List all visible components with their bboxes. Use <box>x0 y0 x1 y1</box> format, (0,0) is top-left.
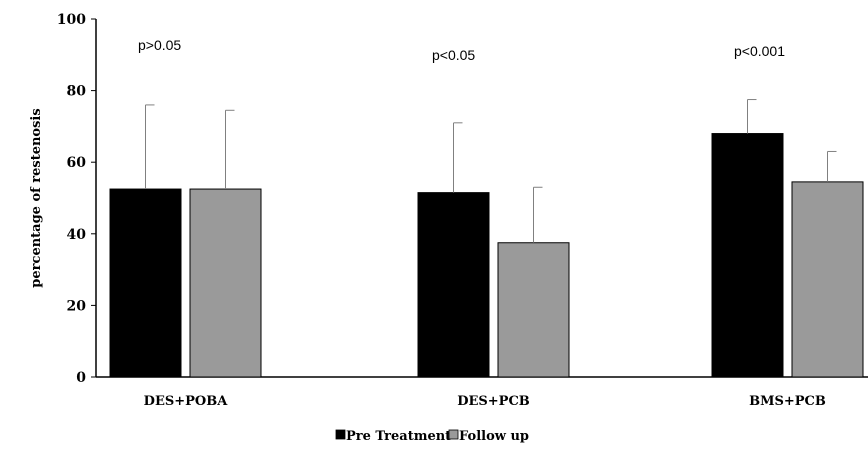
legend-swatch <box>335 429 346 440</box>
x-tick-label: DES+POBA <box>144 394 229 409</box>
legend: Pre Treatment Follow up <box>335 429 529 444</box>
legend-swatch <box>448 429 459 440</box>
y-axis-label: percentage of restenosis <box>29 108 44 287</box>
x-tick-label: BMS+PCB <box>749 394 826 409</box>
bar-pre-treatment <box>711 133 784 378</box>
y-tick-label: 0 <box>76 370 86 386</box>
p-value-annotations: p>0.05 p<0.05 p<0.001 <box>138 37 785 63</box>
y-tick-label: 60 <box>67 155 87 171</box>
x-tick-label: DES+PCB <box>457 394 530 409</box>
y-tick-label: 100 <box>57 12 86 28</box>
error-bars <box>145 99 837 243</box>
bars <box>109 133 864 378</box>
legend-label: Follow up <box>459 429 529 444</box>
bar-pre-treatment <box>417 192 490 378</box>
y-tick-label: 20 <box>67 298 87 314</box>
bar-follow-up <box>497 242 570 378</box>
p-value-label: p>0.05 <box>138 37 181 53</box>
p-value-label: p<0.001 <box>734 43 785 59</box>
bar-follow-up <box>189 188 262 378</box>
y-tick-label: 40 <box>67 227 87 243</box>
legend-label: Pre Treatment <box>346 429 451 444</box>
y-tick-label: 80 <box>67 84 87 100</box>
x-axis-labels: DES+POBA DES+PCB BMS+PCB <box>144 394 826 409</box>
bar-pre-treatment <box>109 188 182 378</box>
bar-follow-up <box>791 181 864 378</box>
p-value-label: p<0.05 <box>432 47 475 63</box>
